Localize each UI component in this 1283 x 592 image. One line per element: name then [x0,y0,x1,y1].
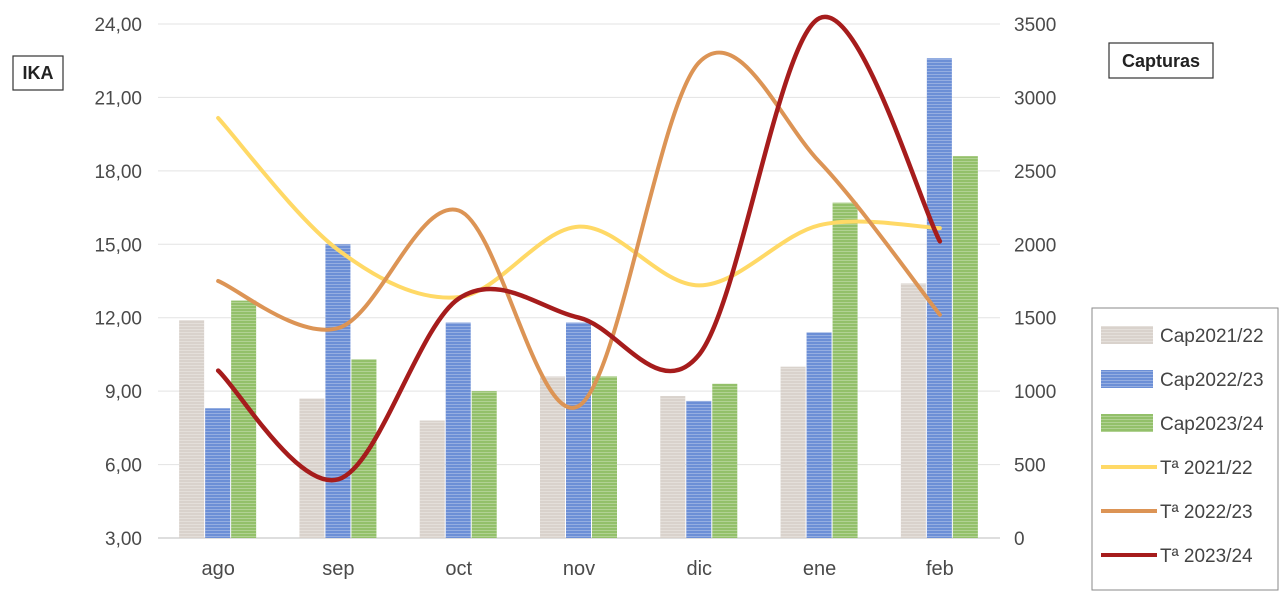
legend-item: Tª 2021/22 [1101,458,1253,479]
y-right-tick-label: 3000 [1014,88,1056,109]
bar-hatch [926,58,952,539]
bar-hatch [806,332,832,538]
legend: Cap2021/22 Cap2022/23 Cap2023/24 Tª 2021/22… [1101,326,1264,567]
legend-label: Tª 2021/22 [1160,458,1253,479]
bar-hatch [419,420,445,538]
y-right-tick-label: 2500 [1014,162,1056,183]
bar-hatch [351,359,377,538]
legend-label: Cap2023/24 [1160,414,1264,435]
bar-hatch [660,396,686,538]
line-series-group [215,14,943,483]
x-tick-label: feb [926,558,954,580]
x-tick-label: sep [322,558,354,580]
y-right-tick-label: 1500 [1014,309,1056,330]
y-left-tick-label: 12,00 [94,309,142,330]
bar-hatch [231,300,257,538]
legend-item: Tª 2022/23 [1101,502,1253,523]
x-tick-label: ene [803,558,836,580]
y-left-tick-label: 6,00 [105,456,142,477]
legend-item: Cap2023/24 [1101,414,1264,435]
bar-hatch [900,283,926,538]
y-right-tick-label: 1000 [1014,382,1056,403]
bar-series-group [179,58,978,539]
bar-hatch [952,156,978,538]
y-right-tick-label: 0 [1014,529,1025,550]
bar-hatch [686,400,712,538]
bar-hatch [712,383,738,538]
legend-label: Cap2021/22 [1160,326,1264,347]
y-left-tick-label: 15,00 [94,235,142,256]
x-tick-label: ago [201,558,234,580]
y-left-tick-label: 3,00 [105,529,142,550]
bar-hatch [205,408,231,538]
line-t-2023-24 [215,14,943,483]
legend-box [1091,307,1279,591]
y-right-tick-label: 500 [1014,456,1046,477]
bar-hatch [179,320,205,538]
legend-item: Tª 2023/24 [1101,546,1253,567]
y-axis-right: 0 500 1000 1500 2000 2500 3000 3500 [1014,15,1056,550]
y-right-tick-label: 2000 [1014,235,1056,256]
legend-label: Tª 2023/24 [1160,546,1253,567]
y-left-tick-label: 18,00 [94,162,142,183]
y-left-tick-label: 21,00 [94,88,142,109]
x-tick-label: dic [686,558,712,580]
x-tick-label: oct [445,558,472,580]
y-axis-left: 3,00 6,00 9,00 12,00 15,00 18,00 21,00 24,00 [94,15,142,550]
legend-item: Cap2021/22 [1101,326,1264,347]
line-t-2022-23 [216,50,942,410]
y-left-tick-label: 24,00 [94,15,142,36]
y-right-title-box [1108,42,1214,79]
y-left-title: IKA [23,63,54,83]
legend-label: Tª 2022/23 [1160,502,1253,523]
bar-hatch [445,322,471,538]
bar-hatch [566,322,591,538]
y-right-tick-label: 3500 [1014,15,1056,36]
y-left-title-box [12,55,64,91]
bar-hatch [471,391,497,538]
y-left-tick-label: 9,00 [105,382,142,403]
bar-hatch [592,376,617,538]
y-right-title: Capturas [1122,51,1200,71]
bar-hatch [325,244,351,539]
x-tick-label: nov [563,558,595,580]
bar-hatch [780,366,806,538]
x-axis: ago sep oct nov dic ene feb [201,558,953,580]
bar-hatch [832,202,858,538]
legend-item: Cap2022/23 [1101,370,1264,391]
legend-label: Cap2022/23 [1160,370,1264,391]
